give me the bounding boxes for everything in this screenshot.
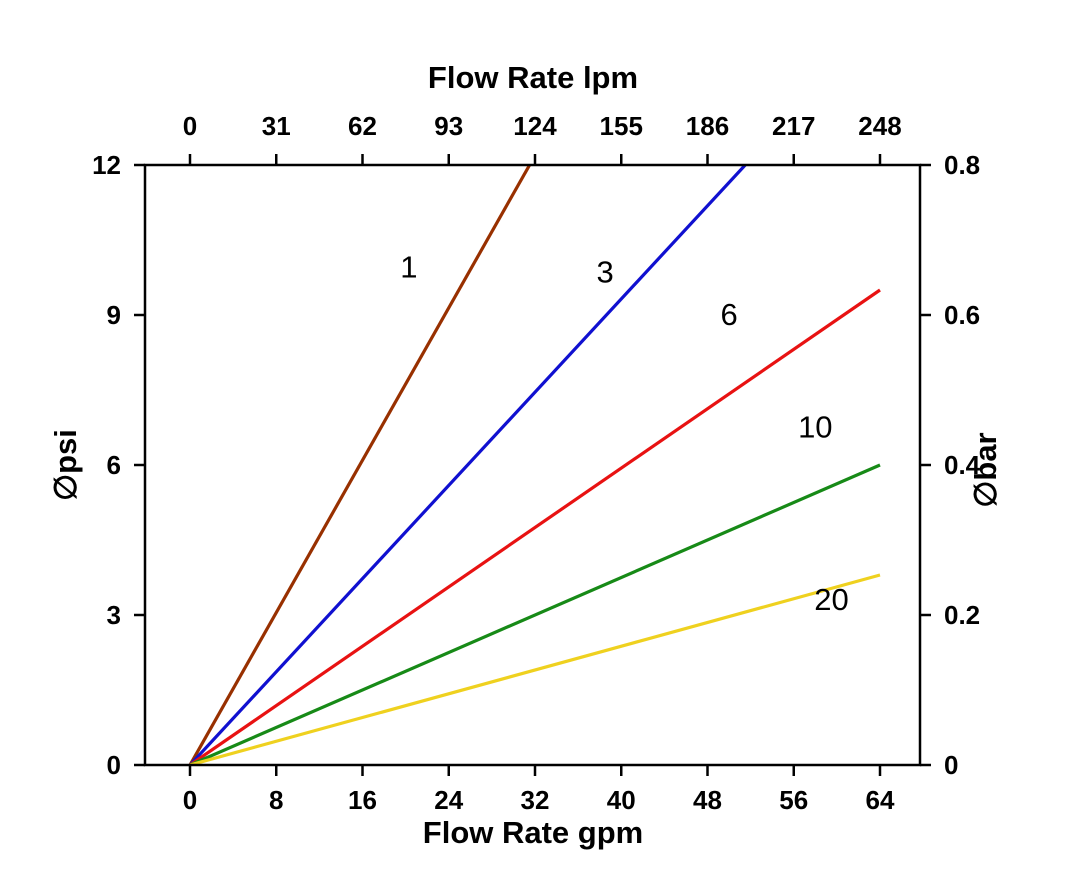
- left-tick-label: 3: [107, 600, 121, 630]
- bottom-tick-label: 40: [607, 785, 636, 815]
- top-tick-label: 31: [262, 111, 291, 141]
- bottom-tick-label: 24: [434, 785, 463, 815]
- top-tick-label: 248: [858, 111, 901, 141]
- series-label-3: 3: [596, 255, 613, 290]
- left-tick-label: 6: [107, 450, 121, 480]
- right-tick-label: 0.8: [944, 150, 980, 180]
- top-tick-label: 62: [348, 111, 377, 141]
- left-tick-label: 0: [107, 750, 121, 780]
- top-tick-label: 155: [600, 111, 643, 141]
- top-tick-label: 186: [686, 111, 729, 141]
- bottom-tick-label: 16: [348, 785, 377, 815]
- bottom-tick-label: 48: [693, 785, 722, 815]
- bottom-tick-label: 64: [866, 785, 895, 815]
- bottom-tick-label: 32: [521, 785, 550, 815]
- series-label-10: 10: [798, 410, 832, 445]
- right-tick-label: 0.2: [944, 600, 980, 630]
- bottom-tick-label: 8: [269, 785, 283, 815]
- left-tick-label: 12: [92, 150, 121, 180]
- top-tick-label: 93: [434, 111, 463, 141]
- top-axis-title: Flow Rate lpm: [427, 60, 639, 95]
- bottom-axis-title: Flow Rate gpm: [422, 815, 644, 850]
- left-tick-label: 9: [107, 300, 121, 330]
- top-tick-label: 124: [513, 111, 557, 141]
- series-line-20: [189, 573, 881, 765]
- series-line-6: [189, 288, 881, 765]
- series-label-1: 1: [400, 250, 417, 285]
- series-label-20: 20: [814, 582, 848, 617]
- right-tick-label: 0.6: [944, 300, 980, 330]
- top-tick-label: 217: [772, 111, 815, 141]
- series-line-10: [189, 463, 881, 765]
- series-line-3: [188, 165, 747, 765]
- plot-border: [143, 163, 922, 767]
- top-tick-label: 0: [183, 111, 197, 141]
- series-line-1: [188, 165, 532, 765]
- bottom-tick-label: 56: [779, 785, 808, 815]
- right-tick-label: 0: [944, 750, 958, 780]
- bottom-tick-label: 0: [183, 785, 197, 815]
- right-tick-label: 0.4: [944, 450, 981, 480]
- series-label-6: 6: [720, 297, 737, 332]
